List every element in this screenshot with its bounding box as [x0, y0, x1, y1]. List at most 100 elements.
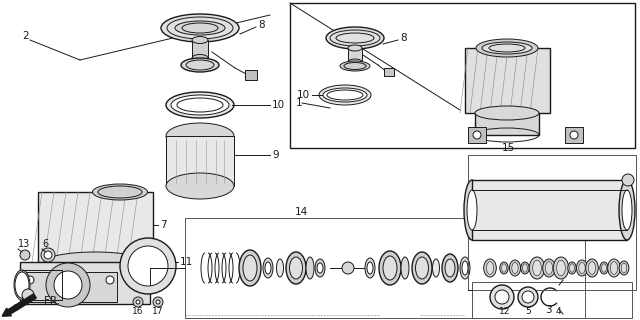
Bar [20, 262, 150, 304]
Ellipse shape [568, 262, 576, 274]
Ellipse shape [608, 259, 620, 277]
Ellipse shape [433, 259, 440, 277]
Ellipse shape [166, 123, 234, 149]
Text: 15: 15 [502, 143, 515, 153]
Ellipse shape [15, 272, 29, 298]
Ellipse shape [166, 173, 234, 199]
Ellipse shape [401, 257, 409, 279]
Circle shape [20, 250, 30, 260]
Ellipse shape [326, 27, 384, 49]
Ellipse shape [532, 260, 541, 276]
Bar [38, 192, 153, 262]
Ellipse shape [289, 257, 303, 279]
Ellipse shape [14, 270, 30, 300]
Text: 9: 9 [272, 150, 278, 160]
Ellipse shape [442, 254, 458, 282]
Ellipse shape [365, 258, 375, 278]
Ellipse shape [192, 36, 208, 44]
Ellipse shape [588, 262, 596, 274]
Text: 11: 11 [180, 257, 193, 267]
Bar [290, 3, 635, 148]
Bar [468, 127, 486, 143]
Ellipse shape [482, 42, 532, 54]
Bar [185, 218, 585, 318]
Text: 17: 17 [152, 308, 164, 316]
Circle shape [44, 251, 52, 259]
Circle shape [120, 238, 176, 294]
Ellipse shape [317, 263, 323, 273]
Circle shape [570, 131, 578, 139]
Circle shape [522, 291, 534, 303]
Ellipse shape [340, 61, 370, 71]
Ellipse shape [166, 92, 234, 118]
Ellipse shape [306, 257, 314, 279]
Ellipse shape [315, 259, 325, 277]
Ellipse shape [415, 257, 429, 279]
Ellipse shape [600, 262, 608, 274]
Ellipse shape [367, 262, 373, 274]
Ellipse shape [512, 262, 518, 274]
Ellipse shape [383, 256, 397, 280]
Ellipse shape [554, 257, 569, 279]
Bar [472, 282, 632, 318]
Ellipse shape [570, 264, 575, 272]
Ellipse shape [577, 260, 588, 276]
Text: 8: 8 [400, 33, 406, 43]
Ellipse shape [239, 250, 261, 286]
Text: 6: 6 [42, 239, 48, 249]
Circle shape [490, 285, 514, 309]
Bar [465, 48, 550, 113]
Bar [22, 270, 62, 300]
Ellipse shape [464, 180, 480, 240]
Ellipse shape [286, 252, 306, 284]
Text: 7: 7 [160, 220, 166, 230]
Circle shape [22, 289, 34, 301]
Circle shape [156, 300, 160, 304]
Ellipse shape [602, 264, 607, 272]
Ellipse shape [509, 260, 520, 276]
Ellipse shape [484, 259, 496, 277]
Ellipse shape [460, 257, 470, 279]
Text: 10: 10 [272, 100, 285, 110]
Circle shape [473, 131, 481, 139]
Ellipse shape [529, 257, 545, 279]
Circle shape [41, 248, 55, 262]
Text: 16: 16 [132, 308, 144, 316]
Ellipse shape [502, 264, 506, 272]
Ellipse shape [93, 184, 147, 200]
Ellipse shape [579, 262, 585, 274]
Ellipse shape [619, 261, 629, 275]
Ellipse shape [161, 14, 239, 42]
Bar [245, 70, 257, 80]
Circle shape [26, 276, 34, 284]
Text: 3: 3 [545, 305, 551, 315]
Ellipse shape [348, 45, 362, 51]
Ellipse shape [243, 255, 257, 281]
Ellipse shape [521, 262, 529, 274]
Text: 1: 1 [296, 98, 303, 108]
Bar [475, 113, 539, 135]
Ellipse shape [523, 264, 527, 272]
Circle shape [133, 297, 143, 307]
Ellipse shape [619, 180, 635, 240]
Text: 13: 13 [18, 239, 30, 249]
Ellipse shape [475, 106, 539, 120]
Ellipse shape [611, 262, 618, 274]
Circle shape [518, 287, 538, 307]
Circle shape [136, 300, 140, 304]
Ellipse shape [323, 88, 367, 102]
Circle shape [106, 276, 114, 284]
Ellipse shape [462, 261, 468, 275]
Circle shape [342, 262, 354, 274]
Ellipse shape [379, 251, 401, 285]
Ellipse shape [476, 39, 538, 57]
Bar [565, 127, 583, 143]
Ellipse shape [467, 190, 477, 230]
Ellipse shape [486, 262, 493, 274]
Ellipse shape [621, 263, 627, 273]
Ellipse shape [276, 259, 284, 277]
Circle shape [153, 297, 163, 307]
Circle shape [622, 174, 634, 186]
Text: FR.: FR. [44, 296, 60, 306]
Text: 10: 10 [297, 90, 310, 100]
